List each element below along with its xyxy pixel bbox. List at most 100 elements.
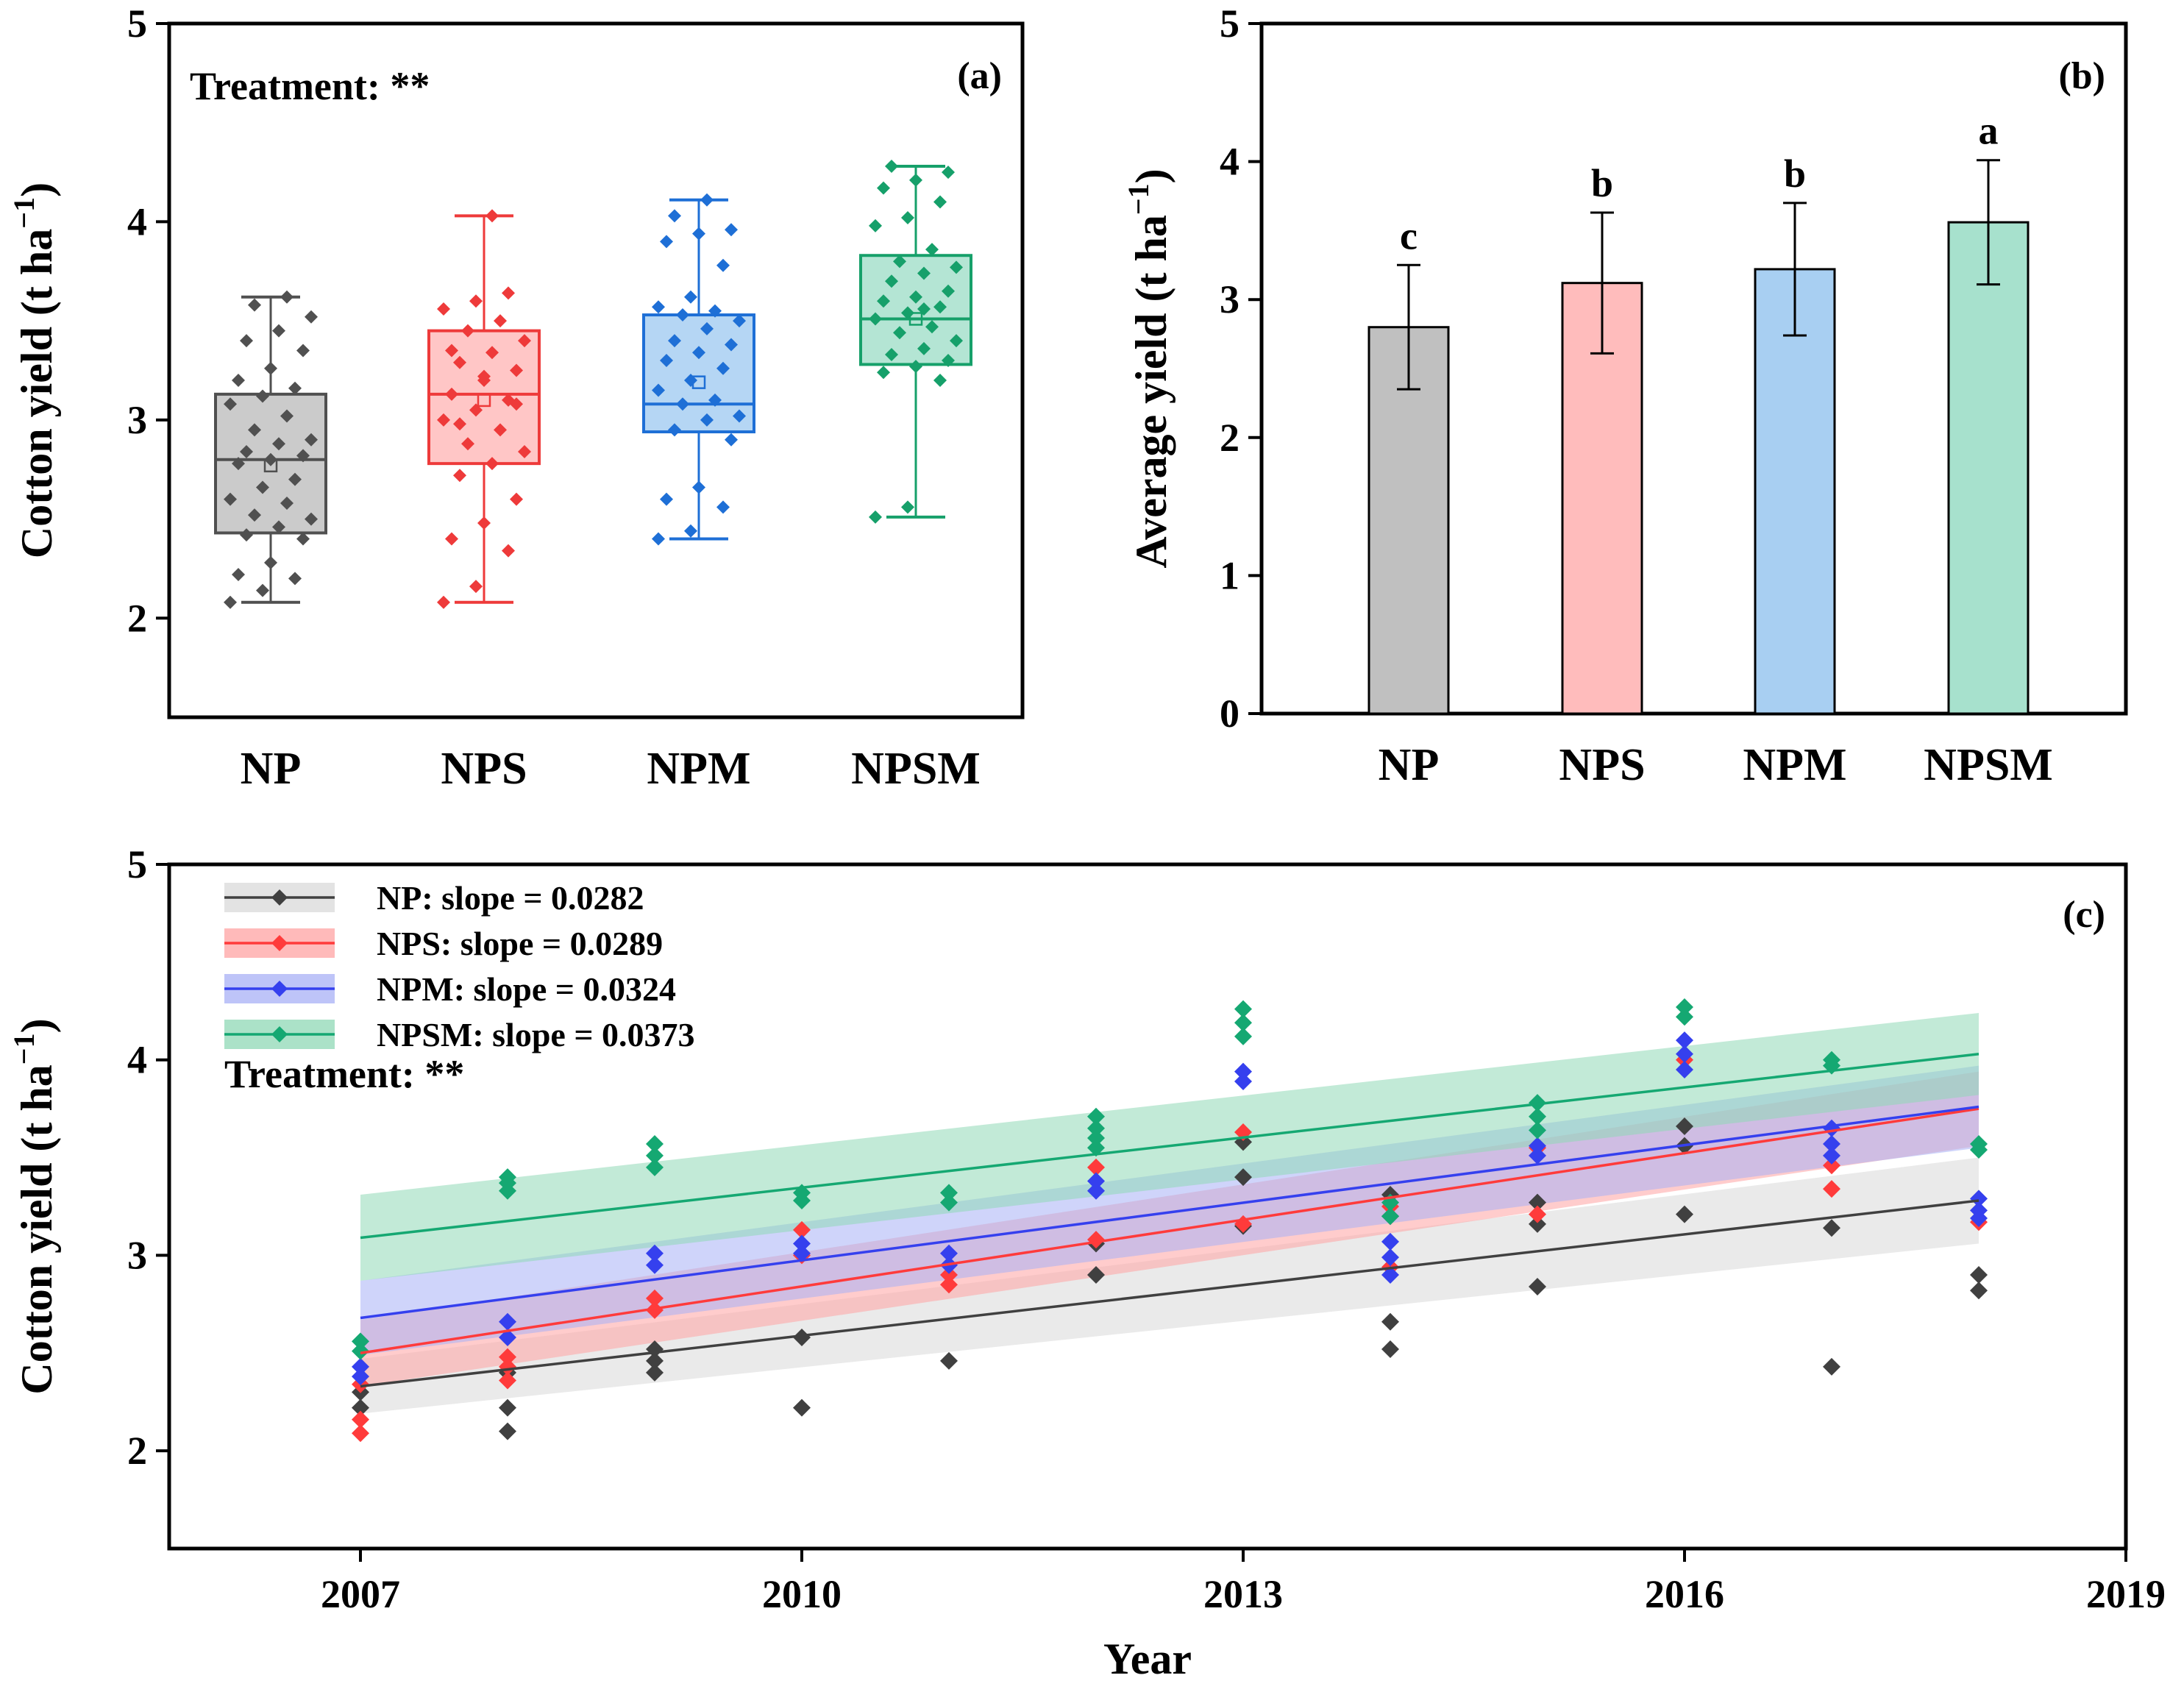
- panel-label: (b): [2058, 55, 2105, 97]
- legend: NP: slope = 0.0282 NPS: slope = 0.0289 NPM…: [224, 879, 695, 1053]
- data-point: [1087, 1139, 1105, 1157]
- data-point: [477, 369, 491, 383]
- data-point: [684, 373, 697, 387]
- mean-marker: [477, 393, 491, 408]
- mean-marker: [908, 312, 923, 326]
- significance-letter: c: [1400, 213, 1418, 257]
- data-point: [933, 300, 947, 314]
- y-axis-title-superscript: −1: [7, 197, 40, 229]
- data-point: [272, 520, 285, 534]
- y-tick-label: 3: [127, 398, 147, 442]
- data-point: [1970, 1266, 1988, 1284]
- data-point: [660, 354, 673, 368]
- data-point: [933, 373, 947, 387]
- data-point: [1087, 1172, 1105, 1190]
- data-point: [1087, 1119, 1105, 1137]
- bar-npsm: [1947, 221, 2030, 715]
- data-point: [660, 235, 673, 249]
- treatment-annotation: Treatment: **: [190, 64, 430, 108]
- data-point: [248, 298, 261, 312]
- data-point: [1087, 1107, 1105, 1126]
- data-point: [224, 595, 237, 609]
- data-point: [917, 341, 931, 355]
- data-point: [494, 314, 507, 328]
- data-point: [1087, 1266, 1105, 1284]
- y-tick-label: 3: [1220, 277, 1239, 321]
- data-point: [461, 324, 474, 338]
- panel-label: (c): [2063, 894, 2105, 936]
- data-point: [264, 361, 277, 375]
- data-point: [1676, 1008, 1693, 1026]
- x-tick-label: 2007: [321, 1572, 400, 1616]
- data-point: [700, 193, 714, 207]
- x-tick-label: 2013: [1203, 1572, 1283, 1616]
- data-point: [256, 480, 269, 494]
- trend-line-np: [360, 1199, 1980, 1388]
- data-point: [224, 397, 237, 411]
- legend-label-npm: NPM: slope = 0.0324: [377, 970, 676, 1008]
- data-point: [352, 1368, 369, 1386]
- data-point: [256, 583, 269, 597]
- panel-a-box-plot: 2 3 4 5 Cotton yield (t ha−1) Treatment: ** (a…: [7, 1, 1025, 794]
- data-point: [668, 334, 681, 348]
- data-point: [352, 1398, 369, 1417]
- data-point: [1823, 1357, 1840, 1376]
- data-point: [510, 492, 523, 506]
- data-point: [352, 1342, 369, 1360]
- data-point: [646, 1244, 664, 1262]
- data-point: [692, 346, 705, 360]
- y-tick-label: 4: [127, 199, 147, 244]
- data-point: [232, 457, 245, 471]
- box-group-npm: [642, 193, 755, 546]
- data-point: [1823, 1134, 1840, 1153]
- data-point: [793, 1398, 811, 1417]
- data-point: [1234, 1168, 1252, 1187]
- box-iqr: [642, 313, 755, 434]
- data-point: [272, 437, 285, 451]
- data-point: [668, 209, 681, 223]
- legend-swatch-marker: [271, 1026, 288, 1042]
- data-point: [1970, 1282, 1988, 1300]
- y-tick-label: 5: [127, 842, 147, 886]
- data-point: [264, 452, 277, 466]
- bar-nps: [1561, 282, 1643, 715]
- y-tick-label: 5: [127, 1, 147, 46]
- y-axis-title-close: ): [13, 182, 61, 197]
- data-point: [305, 512, 318, 526]
- data-point: [925, 243, 939, 257]
- data-point: [477, 516, 491, 530]
- legend-label-np: NP: slope = 0.0282: [377, 879, 644, 917]
- plot-frame: [167, 862, 2128, 1551]
- panel-b-bar-chart: 0 1 2 3 4 5 Average yield (t ha−1) (b) c NP b NPS b N…: [1122, 1, 2128, 790]
- data-point: [793, 1329, 811, 1347]
- data-point: [469, 403, 483, 417]
- confidence-band-np: [360, 1157, 1979, 1414]
- data-point: [1234, 1062, 1252, 1081]
- data-point: [1676, 1031, 1693, 1050]
- bar-np: [1367, 326, 1450, 715]
- data-point: [499, 1168, 516, 1187]
- panel-label: (a): [957, 55, 1002, 97]
- x-tick-label-nps: NPS: [441, 744, 527, 794]
- data-point: [1676, 1061, 1693, 1078]
- data-point: [869, 312, 882, 326]
- data-point: [652, 532, 665, 546]
- data-point: [1970, 1201, 1988, 1220]
- data-point: [437, 413, 450, 427]
- x-tick-label-npsm: NPSM: [1924, 740, 2053, 790]
- data-point: [646, 1301, 664, 1319]
- data-point: [869, 218, 882, 232]
- data-point: [676, 308, 689, 322]
- box-iqr: [859, 254, 972, 366]
- data-point: [909, 290, 922, 304]
- data-point: [646, 1158, 664, 1176]
- box-group-nps: [427, 209, 541, 609]
- data-point: [510, 363, 523, 377]
- data-point: [232, 373, 245, 387]
- y-axis-title-close: ): [13, 1018, 61, 1033]
- data-point: [942, 166, 955, 179]
- data-point: [646, 1256, 664, 1274]
- box-group-npsm: [859, 159, 972, 524]
- data-point: [660, 492, 673, 506]
- panel-c-scatter-trend: 2 3 4 5 2007 2010 2013 2016 2019 Cotton yield (t …: [7, 842, 2166, 1683]
